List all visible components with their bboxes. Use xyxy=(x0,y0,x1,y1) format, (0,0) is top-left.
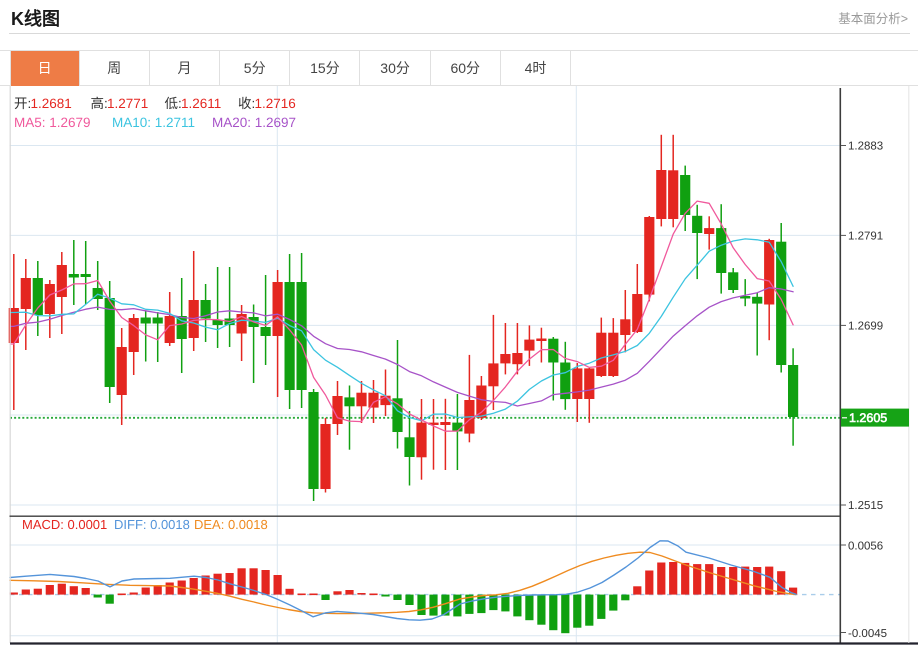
svg-text:-0.0045: -0.0045 xyxy=(848,628,887,640)
svg-text:MACD: 0.0001: MACD: 0.0001 xyxy=(22,517,107,532)
svg-text:MA5: 1.2679: MA5: 1.2679 xyxy=(14,115,91,130)
svg-text:1.2699: 1.2699 xyxy=(848,320,883,332)
svg-text:0.0056: 0.0056 xyxy=(848,541,883,553)
svg-text:1.2771: 1.2771 xyxy=(107,96,148,111)
svg-text:1.2883: 1.2883 xyxy=(848,141,883,153)
svg-text:DIFF: 0.0018: DIFF: 0.0018 xyxy=(114,517,190,532)
svg-text:1.2605: 1.2605 xyxy=(849,411,887,425)
svg-text:1.2681: 1.2681 xyxy=(31,96,72,111)
svg-text:低:: 低: xyxy=(165,96,182,111)
svg-text:1.2716: 1.2716 xyxy=(255,96,296,111)
svg-text:DEA: 0.0018: DEA: 0.0018 xyxy=(194,517,268,532)
svg-text:1.2791: 1.2791 xyxy=(848,230,883,242)
svg-text:高:: 高: xyxy=(91,96,108,111)
svg-text:MA20: 1.2697: MA20: 1.2697 xyxy=(212,115,296,130)
svg-text:1.2515: 1.2515 xyxy=(848,500,883,512)
svg-text:开:: 开: xyxy=(14,96,31,111)
svg-text:收:: 收: xyxy=(238,96,255,111)
svg-text:1.2611: 1.2611 xyxy=(181,96,221,111)
svg-text:MA10: 1.2711: MA10: 1.2711 xyxy=(112,115,195,130)
